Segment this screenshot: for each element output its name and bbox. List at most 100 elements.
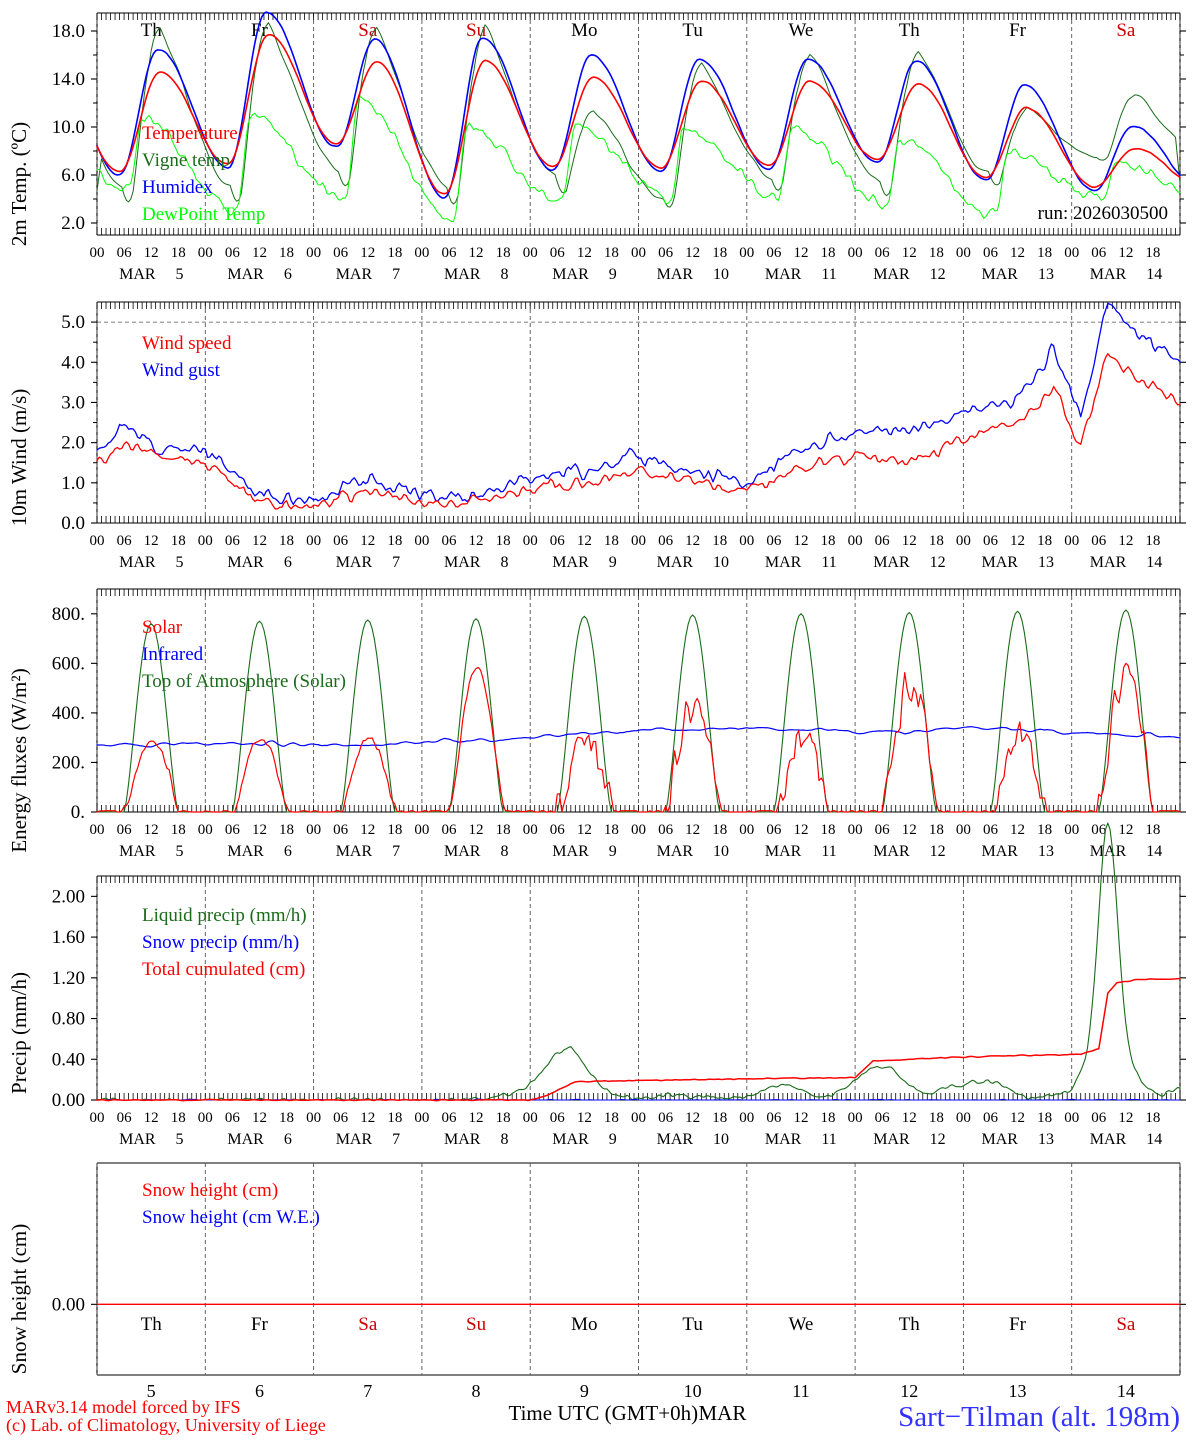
svg-text:2.00: 2.00 <box>52 886 85 907</box>
svg-text:12: 12 <box>252 533 267 549</box>
svg-text:06: 06 <box>117 245 133 261</box>
svg-text:00: 00 <box>306 533 321 549</box>
svg-text:7: 7 <box>363 1381 372 1401</box>
svg-text:Snow height (cm): Snow height (cm) <box>7 1224 31 1374</box>
svg-text:MAR: MAR <box>765 266 802 283</box>
svg-text:06: 06 <box>441 533 457 549</box>
svg-text:11: 11 <box>792 1381 809 1401</box>
svg-text:run: 2026030500: run: 2026030500 <box>1038 203 1168 224</box>
svg-text:00: 00 <box>848 533 863 549</box>
svg-text:10: 10 <box>713 1131 729 1148</box>
svg-text:12: 12 <box>577 1110 592 1126</box>
svg-text:18: 18 <box>171 245 186 261</box>
svg-text:Humidex: Humidex <box>142 177 213 198</box>
svg-text:Infrared: Infrared <box>142 644 204 665</box>
svg-text:00: 00 <box>631 533 646 549</box>
svg-text:13: 13 <box>1038 266 1054 283</box>
svg-text:3.0: 3.0 <box>61 392 85 413</box>
svg-text:00: 00 <box>306 822 321 838</box>
svg-text:06: 06 <box>333 822 349 838</box>
svg-text:06: 06 <box>117 1110 133 1126</box>
svg-text:18: 18 <box>1037 1110 1052 1126</box>
svg-text:18: 18 <box>279 822 294 838</box>
svg-text:8: 8 <box>500 266 508 283</box>
svg-text:8: 8 <box>500 843 508 860</box>
svg-text:18: 18 <box>1145 533 1160 549</box>
svg-text:12: 12 <box>902 822 917 838</box>
svg-text:06: 06 <box>766 245 782 261</box>
svg-text:7: 7 <box>392 266 400 283</box>
svg-text:MAR: MAR <box>765 1131 802 1148</box>
svg-text:MAR: MAR <box>119 1131 156 1148</box>
svg-text:06: 06 <box>550 245 566 261</box>
svg-text:18: 18 <box>604 245 619 261</box>
svg-text:18: 18 <box>821 245 836 261</box>
svg-text:06: 06 <box>333 1110 349 1126</box>
svg-text:10: 10 <box>713 554 729 571</box>
svg-text:1.0: 1.0 <box>61 473 85 494</box>
svg-text:06: 06 <box>766 822 782 838</box>
svg-text:18: 18 <box>279 245 294 261</box>
svg-text:12: 12 <box>902 1110 917 1126</box>
svg-text:0.80: 0.80 <box>52 1009 85 1030</box>
svg-text:00: 00 <box>198 822 213 838</box>
svg-text:Mo: Mo <box>571 20 597 41</box>
svg-text:5: 5 <box>176 266 184 283</box>
svg-text:12: 12 <box>577 822 592 838</box>
svg-text:MAR: MAR <box>765 554 802 571</box>
svg-text:4.0: 4.0 <box>61 352 85 373</box>
svg-text:18: 18 <box>1037 822 1052 838</box>
svg-text:5: 5 <box>176 554 184 571</box>
svg-text:12: 12 <box>144 533 159 549</box>
svg-text:MAR: MAR <box>227 554 264 571</box>
svg-text:MAR: MAR <box>873 266 910 283</box>
svg-text:We: We <box>789 20 814 41</box>
svg-text:18: 18 <box>171 533 186 549</box>
svg-text:12: 12 <box>1010 245 1025 261</box>
svg-text:0.: 0. <box>71 802 85 823</box>
svg-text:MAR: MAR <box>119 843 156 860</box>
svg-text:Th: Th <box>141 20 163 41</box>
svg-text:10: 10 <box>713 266 729 283</box>
svg-text:00: 00 <box>523 1110 538 1126</box>
svg-text:10: 10 <box>713 843 729 860</box>
svg-text:00: 00 <box>956 245 971 261</box>
svg-text:MAR: MAR <box>657 1131 694 1148</box>
svg-text:18: 18 <box>496 1110 511 1126</box>
svg-text:06: 06 <box>983 245 999 261</box>
svg-text:6.0: 6.0 <box>61 165 85 186</box>
svg-text:14.0: 14.0 <box>52 69 85 90</box>
svg-text:18: 18 <box>171 822 186 838</box>
svg-text:10m Wind (m/s): 10m Wind (m/s) <box>7 389 31 527</box>
svg-text:MAR: MAR <box>699 1401 747 1425</box>
svg-text:00: 00 <box>523 245 538 261</box>
svg-text:00: 00 <box>631 1110 646 1126</box>
svg-text:MAR: MAR <box>444 266 481 283</box>
svg-text:06: 06 <box>1091 533 1107 549</box>
svg-text:MAR: MAR <box>873 1131 910 1148</box>
svg-text:00: 00 <box>306 1110 321 1126</box>
svg-text:We: We <box>789 1314 814 1335</box>
svg-text:Fr: Fr <box>1009 1314 1027 1335</box>
svg-text:06: 06 <box>117 533 133 549</box>
svg-text:200.: 200. <box>52 752 85 773</box>
svg-text:7: 7 <box>392 843 400 860</box>
svg-text:18: 18 <box>929 533 944 549</box>
svg-text:00: 00 <box>523 822 538 838</box>
svg-text:18: 18 <box>712 533 727 549</box>
svg-text:Vigne temp: Vigne temp <box>142 150 230 171</box>
svg-text:18: 18 <box>821 822 836 838</box>
svg-text:00: 00 <box>739 533 754 549</box>
svg-text:6: 6 <box>284 266 292 283</box>
svg-text:18: 18 <box>1037 245 1052 261</box>
svg-text:18: 18 <box>1145 822 1160 838</box>
svg-text:12: 12 <box>930 554 946 571</box>
svg-text:12: 12 <box>1118 1110 1133 1126</box>
svg-text:MARv3.14 model forced by IFS: MARv3.14 model forced by IFS <box>6 1397 240 1417</box>
svg-text:MAR: MAR <box>657 554 694 571</box>
svg-text:06: 06 <box>441 1110 457 1126</box>
svg-text:MAR: MAR <box>981 843 1018 860</box>
svg-text:18: 18 <box>712 822 727 838</box>
svg-text:Total cumulated (cm): Total cumulated (cm) <box>142 959 305 980</box>
svg-text:18: 18 <box>496 822 511 838</box>
